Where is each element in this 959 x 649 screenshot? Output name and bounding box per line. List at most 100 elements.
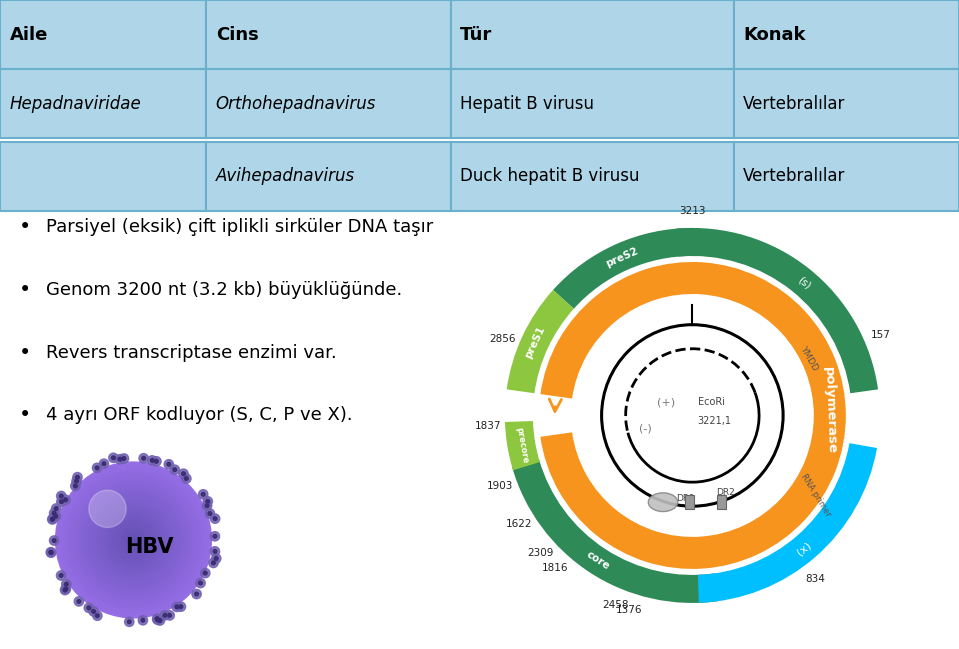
Circle shape (202, 501, 212, 510)
Circle shape (78, 484, 189, 596)
Circle shape (54, 515, 58, 518)
Circle shape (175, 605, 178, 609)
Text: RNA primer: RNA primer (799, 472, 832, 519)
Circle shape (93, 611, 102, 620)
Text: 3221,1: 3221,1 (698, 416, 732, 426)
Text: Revers transcriptase enzimi var.: Revers transcriptase enzimi var. (46, 344, 337, 361)
Circle shape (89, 490, 127, 528)
Circle shape (181, 474, 191, 484)
Text: precore: precore (514, 426, 529, 465)
Circle shape (84, 603, 93, 613)
Circle shape (75, 482, 192, 598)
Circle shape (104, 510, 163, 570)
Circle shape (213, 517, 217, 520)
Circle shape (63, 470, 203, 610)
Circle shape (117, 523, 151, 557)
Circle shape (113, 519, 154, 561)
Circle shape (96, 614, 99, 618)
Circle shape (85, 492, 181, 588)
Circle shape (74, 484, 77, 488)
Bar (734, 141, 959, 211)
Circle shape (88, 495, 179, 585)
Circle shape (63, 498, 67, 502)
Circle shape (119, 454, 129, 463)
Circle shape (152, 615, 162, 624)
Circle shape (50, 508, 58, 518)
Circle shape (111, 456, 115, 459)
Circle shape (160, 611, 170, 620)
Bar (451, 0, 734, 69)
Circle shape (128, 620, 131, 624)
Circle shape (95, 501, 173, 579)
Circle shape (114, 520, 152, 559)
Circle shape (61, 584, 71, 594)
Circle shape (199, 489, 208, 499)
Circle shape (73, 472, 82, 482)
Circle shape (155, 616, 165, 625)
Text: DR2: DR2 (716, 488, 736, 497)
Text: Cins: Cins (216, 25, 259, 43)
FancyBboxPatch shape (717, 495, 726, 509)
Text: •: • (18, 280, 31, 300)
Wedge shape (540, 262, 846, 569)
Circle shape (74, 596, 83, 606)
Text: 1903: 1903 (486, 480, 513, 491)
Text: polymerase: polymerase (822, 367, 838, 454)
Circle shape (123, 530, 144, 550)
Circle shape (141, 618, 145, 622)
Circle shape (87, 606, 91, 609)
Circle shape (92, 609, 96, 613)
Text: (s): (s) (796, 275, 812, 291)
Text: Parsiyel (eksik) çift iplikli sirküler DNA taşır: Parsiyel (eksik) çift iplikli sirküler D… (46, 219, 433, 236)
Circle shape (115, 454, 125, 464)
Circle shape (215, 557, 218, 560)
Circle shape (110, 517, 157, 563)
Circle shape (89, 496, 177, 584)
Wedge shape (553, 228, 692, 309)
Circle shape (46, 548, 56, 557)
Circle shape (132, 539, 135, 541)
Text: DR1: DR1 (676, 494, 695, 503)
Circle shape (155, 617, 159, 620)
Circle shape (100, 459, 108, 469)
Circle shape (155, 618, 159, 622)
Circle shape (122, 457, 126, 460)
Circle shape (196, 578, 205, 588)
Wedge shape (505, 421, 540, 471)
Circle shape (97, 504, 170, 576)
Circle shape (213, 550, 217, 553)
Bar (206, 69, 451, 138)
Wedge shape (676, 228, 878, 393)
Circle shape (63, 588, 67, 592)
Circle shape (119, 526, 148, 554)
Text: HBV: HBV (125, 537, 174, 557)
Ellipse shape (648, 493, 678, 511)
Text: Duck hepatit B virusu: Duck hepatit B virusu (460, 167, 640, 185)
Circle shape (93, 500, 174, 580)
Circle shape (129, 536, 137, 544)
Bar (0, 141, 206, 211)
Text: Aile: Aile (10, 25, 48, 43)
FancyBboxPatch shape (685, 495, 693, 509)
Circle shape (51, 517, 55, 520)
Circle shape (70, 476, 197, 604)
Circle shape (165, 611, 175, 620)
Circle shape (201, 493, 205, 496)
Circle shape (181, 472, 185, 476)
Bar (734, 69, 959, 138)
Text: Hepadnaviridae: Hepadnaviridae (10, 95, 141, 112)
Circle shape (125, 617, 134, 626)
Text: 3213: 3213 (679, 206, 706, 215)
Circle shape (82, 489, 184, 591)
Circle shape (71, 478, 196, 602)
Circle shape (64, 587, 68, 591)
Circle shape (205, 509, 215, 518)
Circle shape (57, 497, 66, 506)
Circle shape (121, 527, 147, 553)
Circle shape (154, 459, 158, 463)
Circle shape (56, 462, 211, 618)
Circle shape (203, 571, 207, 575)
Circle shape (76, 475, 80, 479)
Circle shape (111, 518, 155, 562)
Circle shape (92, 498, 175, 582)
